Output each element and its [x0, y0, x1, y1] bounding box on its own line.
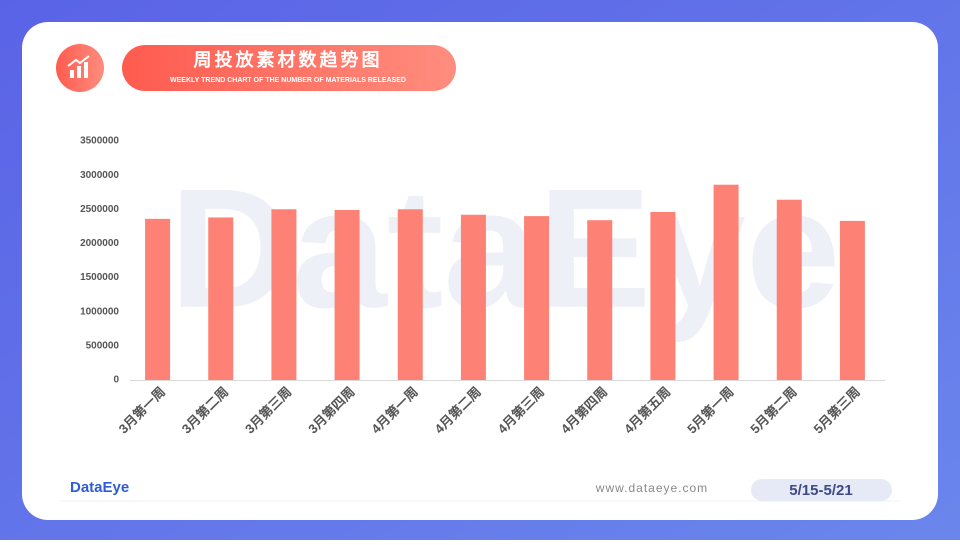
chart-title: 周投放素材数趋势图: [194, 49, 383, 70]
date-range: 5/15-5/21: [789, 482, 852, 499]
footer-website: www.dataeye.com: [595, 481, 708, 495]
title-pill: [122, 45, 456, 91]
y-tick-label: 2000000: [80, 238, 119, 249]
icon: [67, 55, 90, 78]
footer-logo: DataEye: [70, 479, 129, 496]
bar: [839, 220, 865, 380]
bar: [145, 218, 171, 380]
y-tick-label: 1000000: [80, 306, 119, 317]
bar: [397, 209, 423, 380]
y-tick-label: 1500000: [80, 272, 119, 283]
y-tick-label: 500000: [86, 340, 120, 351]
y-tick-label: 3000000: [80, 170, 119, 181]
bar: [713, 184, 739, 380]
bar: [334, 209, 360, 380]
watermark: DataEye: [170, 154, 841, 344]
bar: [776, 199, 802, 380]
bar: [650, 212, 676, 380]
date-pill: [751, 479, 892, 501]
bar: [524, 216, 550, 380]
y-tick-label: 2500000: [80, 204, 119, 215]
y-tick-label: 0: [113, 375, 119, 386]
y-tick-label: 3500000: [80, 136, 119, 147]
bar: [587, 220, 613, 380]
bar: [208, 217, 234, 380]
chart-subtitle: WEEKLY TREND CHART OF THE NUMBER OF MATE…: [170, 77, 406, 84]
bar: [271, 209, 297, 380]
bar: [460, 214, 486, 380]
